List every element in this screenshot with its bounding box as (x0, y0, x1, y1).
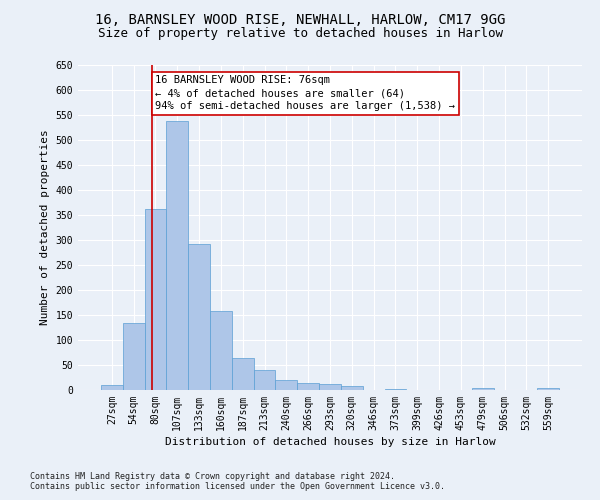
Text: Contains public sector information licensed under the Open Government Licence v3: Contains public sector information licen… (30, 482, 445, 491)
Text: 16, BARNSLEY WOOD RISE, NEWHALL, HARLOW, CM17 9GG: 16, BARNSLEY WOOD RISE, NEWHALL, HARLOW,… (95, 12, 505, 26)
Bar (319, 384, 341, 390)
Bar (385, 388, 406, 390)
Bar (123, 322, 145, 390)
Text: Size of property relative to detached houses in Harlow: Size of property relative to detached ho… (97, 28, 503, 40)
Bar (341, 386, 363, 390)
Bar (101, 385, 123, 390)
Text: Contains HM Land Registry data © Crown copyright and database right 2024.: Contains HM Land Registry data © Crown c… (30, 472, 395, 481)
Bar (188, 244, 210, 390)
X-axis label: Distribution of detached houses by size in Harlow: Distribution of detached houses by size … (164, 437, 496, 447)
Bar (166, 121, 188, 390)
Bar (472, 388, 494, 390)
Text: 16 BARNSLEY WOOD RISE: 76sqm
← 4% of detached houses are smaller (64)
94% of sem: 16 BARNSLEY WOOD RISE: 76sqm ← 4% of det… (155, 75, 455, 112)
Bar (297, 382, 319, 390)
Bar (537, 388, 559, 390)
Bar (210, 311, 232, 390)
Bar (275, 380, 297, 390)
Bar (254, 370, 275, 390)
Bar (232, 358, 254, 390)
Bar (145, 209, 166, 390)
Y-axis label: Number of detached properties: Number of detached properties (40, 130, 50, 326)
